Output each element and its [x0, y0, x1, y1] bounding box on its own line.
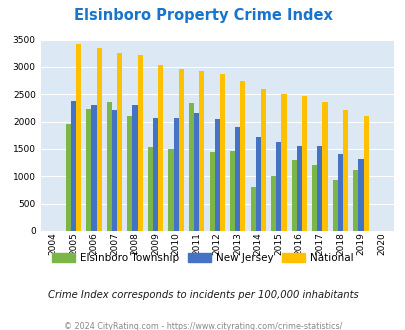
Legend: Elsinboro Township, New Jersey, National: Elsinboro Township, New Jersey, National — [48, 248, 357, 267]
Bar — [337, 154, 342, 231]
Bar — [214, 119, 219, 231]
Bar — [296, 146, 301, 231]
Text: Elsinboro Property Crime Index: Elsinboro Property Crime Index — [73, 8, 332, 23]
Bar — [255, 137, 260, 231]
Bar — [219, 74, 224, 231]
Bar — [188, 103, 194, 231]
Bar — [230, 150, 234, 231]
Bar — [311, 165, 317, 231]
Bar — [66, 124, 71, 231]
Bar — [86, 109, 91, 231]
Bar — [117, 53, 122, 231]
Text: © 2024 CityRating.com - https://www.cityrating.com/crime-statistics/: © 2024 CityRating.com - https://www.city… — [64, 322, 341, 330]
Bar — [153, 118, 158, 231]
Bar — [147, 147, 153, 231]
Bar — [250, 187, 255, 231]
Bar — [71, 101, 76, 231]
Bar — [317, 146, 322, 231]
Bar — [260, 89, 265, 231]
Bar — [275, 143, 281, 231]
Bar — [301, 96, 306, 231]
Bar — [91, 105, 96, 231]
Bar — [137, 55, 143, 231]
Bar — [291, 160, 296, 231]
Bar — [194, 113, 199, 231]
Bar — [127, 116, 132, 231]
Bar — [168, 149, 173, 231]
Bar — [281, 94, 286, 231]
Bar — [271, 176, 275, 231]
Bar — [112, 110, 117, 231]
Bar — [199, 71, 204, 231]
Bar — [209, 152, 214, 231]
Bar — [358, 159, 362, 231]
Bar — [173, 118, 178, 231]
Bar — [342, 110, 347, 231]
Bar — [178, 69, 183, 231]
Text: Crime Index corresponds to incidents per 100,000 inhabitants: Crime Index corresponds to incidents per… — [47, 290, 358, 300]
Bar — [132, 105, 137, 231]
Bar — [322, 102, 327, 231]
Bar — [332, 180, 337, 231]
Bar — [107, 102, 112, 231]
Bar — [76, 44, 81, 231]
Bar — [362, 115, 368, 231]
Bar — [158, 65, 163, 231]
Bar — [240, 81, 245, 231]
Bar — [234, 126, 240, 231]
Bar — [96, 49, 101, 231]
Bar — [352, 170, 358, 231]
